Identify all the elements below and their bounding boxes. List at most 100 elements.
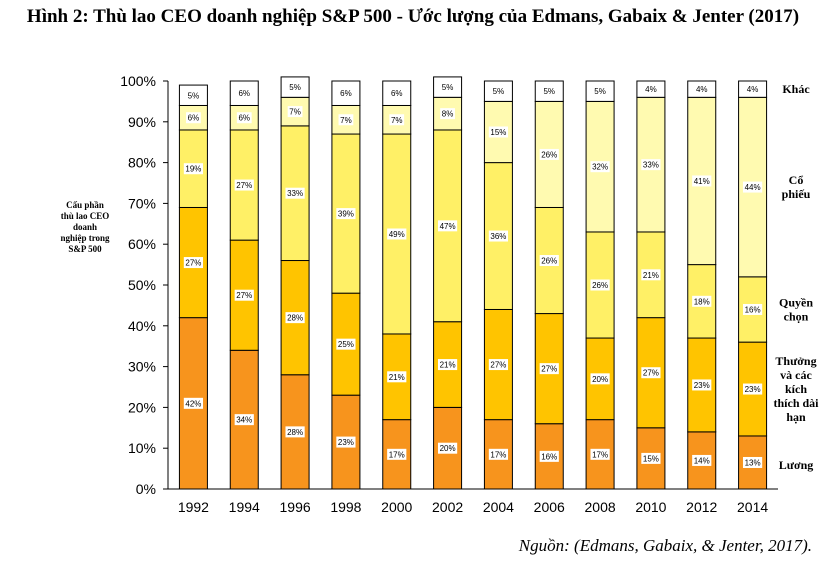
data-label: 21% <box>389 373 405 382</box>
data-label-background <box>692 295 712 307</box>
x-tick-label: 2004 <box>483 499 514 515</box>
x-tick-label: 2010 <box>635 499 666 515</box>
data-label-background <box>336 208 356 220</box>
y-tick-label: 40% <box>128 318 156 334</box>
legend-entry: Quyền chọn <box>779 295 813 323</box>
data-label-background <box>641 159 661 171</box>
data-label-background <box>641 452 661 464</box>
data-label: 15% <box>643 454 659 463</box>
data-label: 7% <box>340 116 352 125</box>
data-label: 5% <box>188 91 200 100</box>
data-label: 4% <box>747 85 759 94</box>
data-label-background <box>183 163 204 175</box>
x-tick-label: 2012 <box>686 499 717 515</box>
data-label: 41% <box>694 177 710 186</box>
y-tick-label: 0% <box>136 481 156 497</box>
data-label-background <box>437 359 458 371</box>
data-label: 36% <box>490 232 506 241</box>
data-label-background <box>285 312 305 324</box>
data-label: 6% <box>340 89 352 98</box>
data-label-background <box>389 87 405 99</box>
data-label: 15% <box>490 128 506 137</box>
data-label-background <box>336 338 356 350</box>
data-label: 5% <box>594 87 606 96</box>
data-label: 17% <box>490 450 506 459</box>
data-label: 28% <box>287 428 303 437</box>
data-label: 5% <box>442 83 454 92</box>
data-label: 23% <box>694 381 710 390</box>
data-label-background <box>186 112 201 124</box>
data-label-background <box>440 108 455 120</box>
data-label-background <box>389 114 405 126</box>
data-label-background <box>336 436 356 448</box>
data-label: 20% <box>592 375 608 384</box>
data-label-background <box>236 87 252 99</box>
data-label: 27% <box>541 365 557 374</box>
data-label: 23% <box>338 438 354 447</box>
data-label-background <box>491 85 506 97</box>
data-label: 25% <box>338 340 354 349</box>
x-tick-label: 2008 <box>585 499 616 515</box>
y-tick-label: 90% <box>128 114 156 130</box>
data-label: 26% <box>541 150 557 159</box>
data-label-background <box>694 83 710 95</box>
data-label-background <box>387 371 407 383</box>
y-axis-label: Cấu phần thù lao CEO doanh nghiệp trong … <box>60 200 110 254</box>
data-label-background <box>692 454 712 466</box>
data-label: 27% <box>236 181 252 190</box>
x-tick-label: 1994 <box>229 499 260 515</box>
data-label: 28% <box>287 314 303 323</box>
data-label: 6% <box>238 114 250 123</box>
data-label-background <box>234 414 254 426</box>
data-label-background <box>539 148 559 160</box>
data-label-background <box>234 289 254 301</box>
data-label: 34% <box>236 416 252 425</box>
data-label-background <box>641 269 661 281</box>
data-label: 6% <box>188 114 200 123</box>
data-label: 27% <box>643 369 659 378</box>
data-label-background <box>641 367 661 379</box>
data-label: 39% <box>338 210 354 219</box>
data-label-background <box>440 81 455 93</box>
x-tick-label: 2000 <box>381 499 412 515</box>
data-label: 32% <box>592 163 608 172</box>
data-label-background <box>745 83 760 95</box>
data-label: 17% <box>592 450 608 459</box>
data-label-background <box>539 363 559 375</box>
data-label-background <box>590 373 610 385</box>
data-label: 5% <box>289 83 301 92</box>
data-label: 16% <box>745 305 761 314</box>
data-label-background <box>234 179 254 191</box>
data-label-background <box>488 359 509 371</box>
data-label: 27% <box>490 361 506 370</box>
legend-entry: Khác <box>782 82 810 96</box>
data-label: 5% <box>543 87 555 96</box>
data-label-background <box>183 397 204 409</box>
data-label: 49% <box>389 230 405 239</box>
bar-segment <box>382 80 412 106</box>
y-tick-label: 100% <box>120 73 156 89</box>
data-label-background <box>742 383 763 395</box>
data-label: 44% <box>745 183 761 192</box>
y-tick-label: 20% <box>128 399 156 415</box>
data-label-background <box>742 456 763 468</box>
bar-segment <box>178 104 208 131</box>
data-label: 6% <box>238 89 250 98</box>
x-tick-label: 2014 <box>737 499 768 515</box>
legend-entry: Lương <box>779 458 814 472</box>
data-label-background <box>541 85 557 97</box>
data-label-background <box>183 257 204 269</box>
x-tick-label: 1996 <box>280 499 311 515</box>
x-tick-label: 2002 <box>432 499 463 515</box>
y-tick-label: 50% <box>128 277 156 293</box>
data-label-background <box>590 279 610 291</box>
data-label: 26% <box>541 257 557 266</box>
data-label-background <box>742 181 763 193</box>
y-tick-label: 70% <box>128 195 156 211</box>
data-label: 14% <box>694 456 710 465</box>
data-label-background <box>742 303 763 315</box>
data-label: 16% <box>541 452 557 461</box>
x-tick-label: 2006 <box>534 499 565 515</box>
data-label: 4% <box>696 85 708 94</box>
data-label: 13% <box>745 458 761 467</box>
